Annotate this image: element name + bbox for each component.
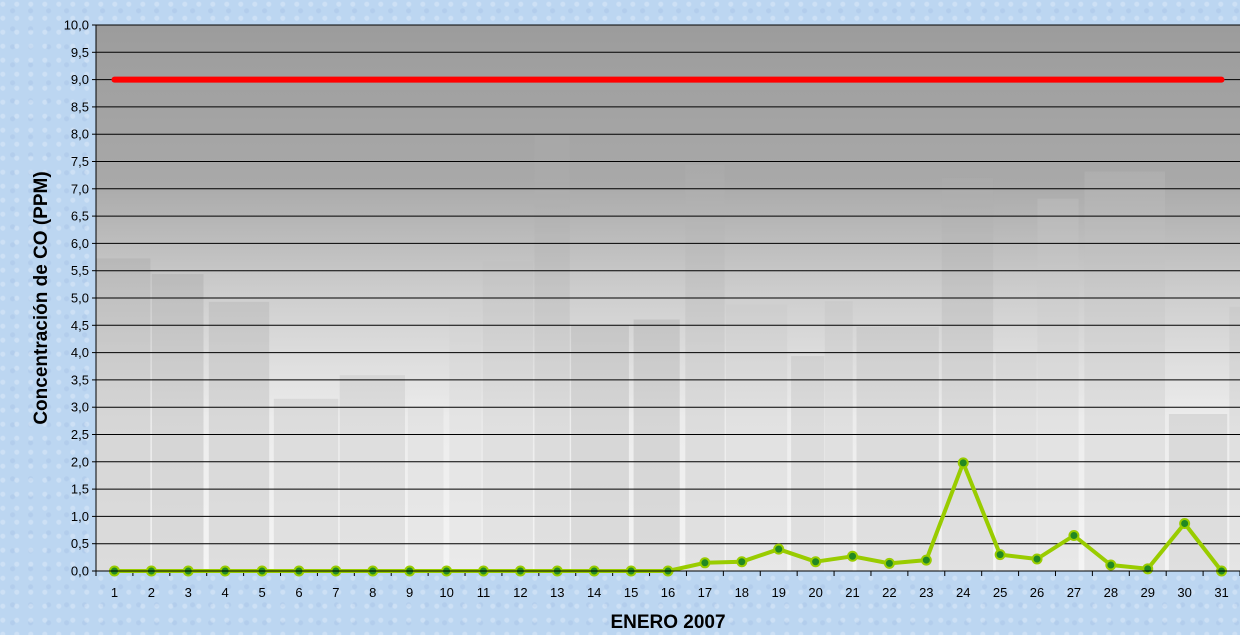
skyline-building-12: [726, 304, 788, 571]
skyline-building-3: [273, 398, 339, 571]
y-tick-label: 4,5: [71, 318, 89, 333]
skyline-building-19: [1084, 171, 1165, 571]
x-tick-label: 11: [477, 585, 491, 600]
x-tick-label: 3: [185, 585, 192, 600]
y-tick-label: 7,0: [71, 181, 89, 196]
skyline-building-10: [633, 319, 680, 571]
x-tick-label: 17: [698, 585, 712, 600]
x-tick-label: 5: [258, 585, 265, 600]
y-tick-label: 6,5: [71, 209, 89, 224]
x-tick-label: 2: [148, 585, 155, 600]
y-tick-label: 0,5: [71, 536, 89, 551]
x-tick-label: 13: [550, 585, 564, 600]
y-tick-label: 9,0: [71, 72, 89, 87]
y-tick-label: 5,5: [71, 263, 89, 278]
x-tick-label: 7: [332, 585, 339, 600]
x-tick-label: 27: [1067, 585, 1081, 600]
skyline-building-0: [96, 258, 151, 571]
data-point: [773, 543, 785, 555]
y-tick-label: 8,0: [71, 127, 89, 142]
x-tick-label: 26: [1030, 585, 1044, 600]
x-tick-label: 12: [513, 585, 527, 600]
y-tick-label: 3,5: [71, 372, 89, 387]
x-tick-label: 21: [845, 585, 859, 600]
x-tick-label: 1: [111, 585, 118, 600]
y-tick-label: 7,5: [71, 154, 89, 169]
x-tick-label: 8: [369, 585, 376, 600]
skyline-building-16: [941, 177, 994, 571]
y-tick-label: 3,0: [71, 400, 89, 415]
y-tick-label: 2,0: [71, 454, 89, 469]
x-tick-label: 18: [735, 585, 749, 600]
data-point: [1179, 517, 1191, 529]
x-axis-title: ENERO 2007: [610, 612, 725, 633]
x-tick-label: 30: [1177, 585, 1191, 600]
x-tick-label: 28: [1104, 585, 1118, 600]
x-tick-label: 29: [1141, 585, 1155, 600]
data-point: [920, 554, 932, 566]
x-tick-label: 22: [882, 585, 896, 600]
city-skyline-background: [96, 135, 1240, 571]
skyline-building-15: [856, 326, 939, 571]
data-point: [699, 557, 711, 569]
data-point: [1068, 530, 1080, 542]
y-tick-label: 10,0: [64, 18, 89, 33]
skyline-building-9: [571, 325, 629, 571]
x-tick-label: 23: [919, 585, 933, 600]
y-tick-label: 5,0: [71, 291, 89, 306]
x-axis-ticks: 1 2 3 4 5 6 7 8 9 10 11 12 13 14 15 16 17 18 19 20 21 22 23 24 2…: [95, 571, 1240, 600]
x-tick-label: 31: [1214, 585, 1228, 600]
data-point: [810, 556, 822, 568]
y-tick-label: 0,0: [71, 564, 89, 579]
skyline-building-20: [1168, 414, 1228, 571]
data-point: [736, 556, 748, 568]
skyline-building-6: [449, 292, 482, 571]
skyline-building-14: [824, 301, 853, 571]
skyline-building-18: [1037, 198, 1079, 571]
data-point: [847, 550, 859, 562]
x-tick-label: 6: [295, 585, 302, 600]
skyline-building-1: [151, 274, 204, 571]
skyline-building-4: [339, 375, 405, 571]
data-point: [994, 549, 1006, 561]
y-axis-title: Concentración de CO (PPM): [31, 171, 52, 424]
skyline-building-13: [791, 356, 825, 571]
x-tick-label: 14: [587, 585, 601, 600]
data-point: [1105, 559, 1117, 571]
y-tick-label: 8,5: [71, 99, 89, 114]
skyline-building-11: [685, 164, 725, 571]
y-tick-label: 2,5: [71, 427, 89, 442]
y-tick-label: 1,5: [71, 482, 89, 497]
x-tick-label: 24: [956, 585, 970, 600]
x-tick-label: 4: [222, 585, 229, 600]
x-tick-label: 16: [661, 585, 675, 600]
y-tick-label: 1,0: [71, 509, 89, 524]
data-point: [1031, 553, 1043, 565]
y-axis-ticks: 0,0 0,5 1,0 1,5 2,0 2,5 3,0 3,5 4,0 4,5 5,0 5,5 6,0 6…: [64, 18, 96, 579]
skyline-building-7: [482, 261, 533, 571]
x-tick-label: 25: [993, 585, 1007, 600]
skyline-building-2: [208, 301, 270, 571]
x-tick-label: 10: [439, 585, 453, 600]
x-tick-label: 15: [624, 585, 638, 600]
y-tick-label: 9,5: [71, 45, 89, 60]
y-tick-label: 6,0: [71, 236, 89, 251]
x-tick-label: 20: [808, 585, 822, 600]
y-tick-label: 4,0: [71, 345, 89, 360]
data-point: [957, 457, 969, 469]
skyline-building-21: [1229, 306, 1240, 571]
x-tick-label: 19: [771, 585, 785, 600]
data-point: [1142, 563, 1154, 575]
data-point: [883, 557, 895, 569]
x-tick-label: 9: [406, 585, 413, 600]
